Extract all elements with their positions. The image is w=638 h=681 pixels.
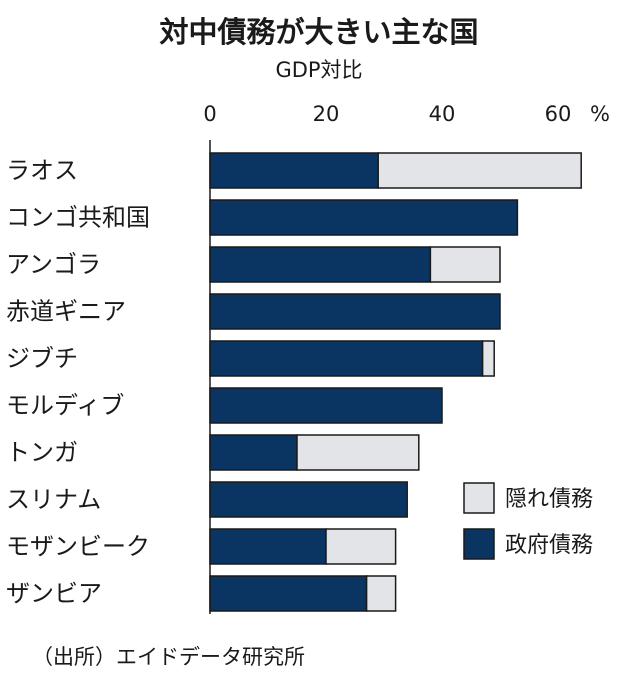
bars [209,152,582,612]
category-label: トンガ [6,439,78,467]
chart-title: 対中債務が大きい主な国 [159,15,478,49]
category-label: スリナム [6,486,101,514]
category-label: ラオス [6,157,78,185]
x-tick-label: 0 [203,102,216,126]
category-label: ジブチ [6,345,78,373]
category-label: アンゴラ [6,251,101,279]
legend-swatch [463,482,495,514]
bar-hidden-debt [296,434,420,471]
x-tick-label: 60 [545,102,572,126]
x-tick-label: 40 [429,102,456,126]
category-label: 赤道ギニア [6,298,126,326]
bar-government-debt [209,434,298,471]
x-axis-ticks: 0 20 40 60 [203,102,571,126]
x-tick-label: 20 [313,102,340,126]
bar-hidden-debt [325,528,397,565]
unit-label: % [590,102,610,126]
bar-government-debt [209,575,368,612]
bar-government-debt [209,481,408,518]
category-label: コンゴ共和国 [6,204,150,232]
bar-hidden-debt [377,152,582,189]
category-label: モルディブ [6,392,124,420]
source-note: （出所）エイドデータ研究所 [32,645,305,669]
legend-swatch [463,528,495,560]
bar-government-debt [209,293,501,330]
legend-label: 政府債務 [505,533,593,558]
category-labels: ラオスコンゴ共和国アンゴラ赤道ギニアジブチモルディブトンガスリナムモザンビークザ… [6,157,150,608]
bar-government-debt [209,340,484,377]
bar-hidden-debt [365,575,397,612]
bar-government-debt [209,246,432,283]
category-label: ザンビア [6,580,102,608]
bar-hidden-debt [481,340,495,377]
bar-government-debt [209,152,379,189]
bar-government-debt [209,387,443,424]
chart-subtitle: GDP対比 [275,58,362,82]
bar-government-debt [209,528,327,565]
legend-label: 隠れ債務 [505,487,593,512]
bar-government-debt [209,199,519,236]
category-label: モザンビーク [6,533,150,561]
bar-hidden-debt [429,246,501,283]
